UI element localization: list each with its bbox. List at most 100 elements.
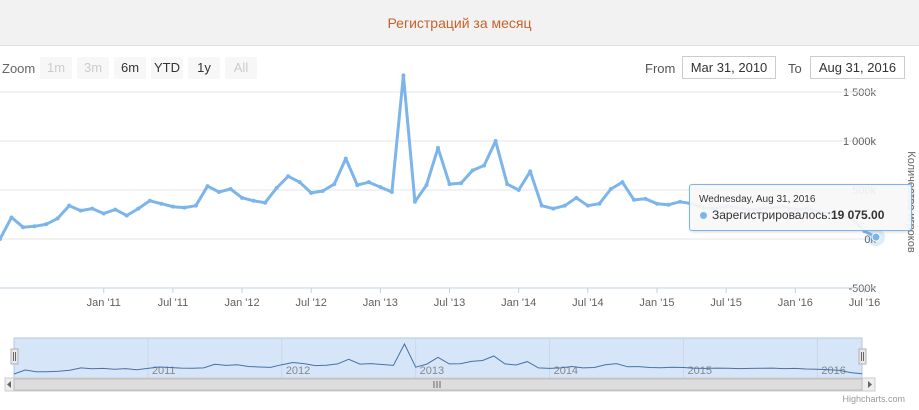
data-point	[113, 207, 118, 212]
data-point	[539, 203, 544, 208]
zoom-1m-button[interactable]: 1m	[40, 57, 72, 79]
data-point	[159, 201, 164, 206]
data-point	[666, 202, 671, 207]
data-point	[286, 174, 291, 179]
data-point	[482, 163, 487, 168]
data-point	[309, 190, 314, 195]
data-point	[32, 224, 37, 229]
navigator-right-handle[interactable]	[858, 348, 867, 365]
data-point	[9, 215, 14, 220]
tooltip-date: Wednesday, Aug 31, 2016	[699, 194, 816, 205]
data-point	[0, 237, 2, 241]
tooltip-series-name: Зарегистрировалось:	[712, 208, 831, 222]
data-point	[147, 198, 152, 203]
data-point	[67, 203, 72, 208]
y-tick-label: -500k	[848, 283, 876, 295]
navigator-year-label: 2012	[286, 365, 310, 377]
navigator-series-line	[13, 342, 863, 375]
data-point	[343, 156, 348, 161]
data-point	[355, 183, 360, 188]
y-tick-label: 1 500k	[843, 87, 877, 99]
x-tick-label: Jan '13	[363, 297, 398, 309]
data-point	[447, 182, 452, 187]
navigator-year-label: 2016	[821, 365, 845, 377]
zoom-6m-button[interactable]: 6m	[114, 57, 146, 79]
scrollbar-thumb	[13, 378, 863, 391]
data-point	[389, 189, 394, 194]
to-date-input[interactable]: Aug 31, 2016	[810, 56, 905, 79]
data-point	[136, 206, 141, 211]
scroll-left-arrow-icon	[7, 381, 11, 388]
data-point	[366, 180, 371, 185]
x-tick-label: Jul '11	[158, 297, 189, 309]
credits-link[interactable]: Highcharts.com	[842, 394, 905, 404]
data-point	[424, 183, 429, 188]
data-point	[124, 213, 129, 218]
data-point	[562, 203, 567, 208]
x-tick-label: Jul '12	[295, 297, 326, 309]
data-point	[274, 186, 279, 191]
page-title: Регистраций за месяц	[387, 15, 532, 31]
data-point	[505, 182, 510, 187]
data-point	[643, 196, 648, 201]
data-point	[297, 180, 302, 185]
data-point	[574, 195, 579, 200]
data-point	[597, 201, 602, 206]
data-point	[332, 182, 337, 187]
data-point	[551, 206, 556, 211]
zoom-label: Zoom	[2, 61, 36, 76]
scroll-right-arrow-icon	[868, 381, 872, 388]
scrollbar[interactable]	[4, 377, 876, 392]
series-marker-icon	[700, 212, 707, 219]
navigator-left-handle[interactable]	[10, 348, 19, 365]
data-point	[378, 185, 383, 190]
page-header: Регистраций за месяц	[0, 0, 919, 46]
data-point	[436, 145, 440, 150]
data-point	[55, 216, 60, 221]
data-point	[44, 222, 49, 227]
data-point	[170, 204, 175, 209]
data-point	[528, 169, 533, 174]
data-point	[401, 73, 406, 78]
x-tick-label: Jan '16	[778, 297, 813, 309]
data-point	[608, 187, 613, 192]
data-point	[678, 199, 683, 204]
to-label: To	[788, 61, 802, 76]
data-point	[182, 205, 187, 210]
data-point	[493, 139, 498, 143]
data-point	[655, 201, 659, 206]
zoom-3m-button[interactable]: 3m	[77, 57, 109, 79]
y-tick-label: 1 000k	[843, 136, 877, 148]
zoom-ytd-button[interactable]: YTD	[151, 57, 183, 79]
zoom-1y-button[interactable]: 1y	[188, 57, 220, 79]
hover-point	[871, 232, 881, 242]
data-point	[585, 203, 590, 208]
zoom-all-button[interactable]: All	[225, 57, 257, 79]
data-point	[631, 197, 636, 202]
tooltip-value: 19 075.00	[831, 208, 885, 222]
data-point	[516, 188, 521, 192]
handle-grip	[10, 348, 19, 365]
navigator-year-label: 2015	[687, 365, 711, 377]
data-point	[240, 195, 245, 200]
data-point	[217, 189, 221, 194]
x-tick-label: Jul '15	[710, 297, 741, 309]
data-point	[263, 200, 268, 205]
x-tick-label: Jul '13	[434, 297, 465, 309]
data-point	[193, 203, 198, 208]
navigator-year-label: 2011	[152, 365, 176, 377]
data-point	[101, 211, 106, 216]
data-point	[78, 208, 83, 213]
from-date-input[interactable]: Mar 31, 2010	[682, 56, 776, 79]
data-point	[320, 188, 325, 193]
from-label: From	[645, 61, 676, 76]
x-tick-label: Jan '15	[639, 297, 674, 309]
handle-grip	[858, 348, 867, 365]
navigator-year-label: 2013	[420, 365, 444, 377]
data-point	[412, 199, 417, 204]
x-tick-label: Jul '14	[572, 297, 603, 309]
x-tick-label: Jan '14	[501, 297, 536, 309]
data-point	[228, 187, 233, 192]
data-point	[470, 168, 475, 173]
